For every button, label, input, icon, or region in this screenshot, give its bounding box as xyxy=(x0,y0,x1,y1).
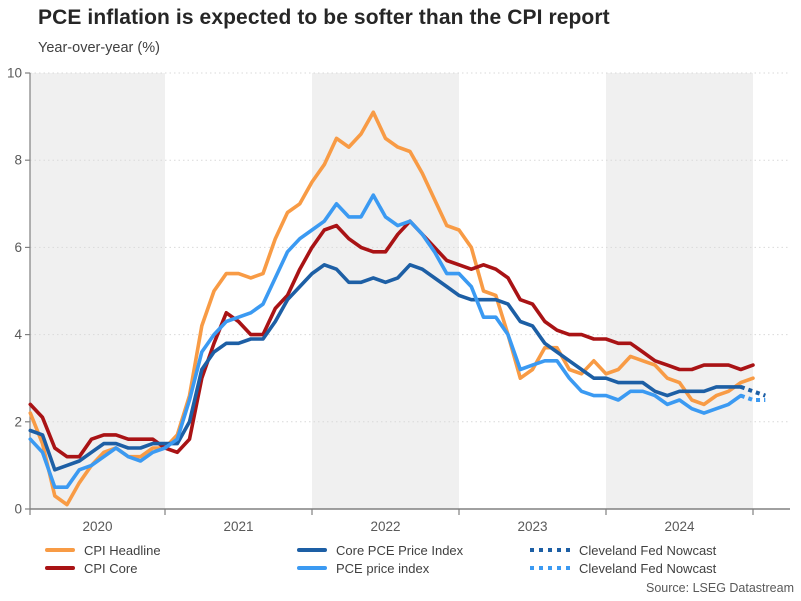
line-cpi-core-1 xyxy=(28,219,755,459)
legend-item: PCE price index xyxy=(297,559,530,577)
legend-item: CPI Core xyxy=(45,559,297,577)
y-tick-label: 6 xyxy=(14,240,22,255)
legend-item: Cleveland Fed Nowcast xyxy=(530,559,785,577)
year-band xyxy=(312,73,459,509)
x-year-label: 2022 xyxy=(370,519,400,534)
year-band xyxy=(606,73,753,509)
legend-dotted-swatch xyxy=(530,566,570,570)
legend-label: CPI Core xyxy=(84,560,138,576)
legend-line-swatch xyxy=(45,548,75,552)
x-year-label: 2023 xyxy=(517,519,547,534)
line-pce-price-index-3 xyxy=(28,193,743,490)
legend-item: Core PCE Price Index xyxy=(297,541,530,559)
legend-item: Cleveland Fed Nowcast xyxy=(530,541,785,559)
source-note: Source: LSEG Datastream xyxy=(646,581,794,595)
chart-subtitle: Year-over-year (%) xyxy=(38,40,160,56)
y-tick-label: 4 xyxy=(14,327,22,342)
y-tick-label: 0 xyxy=(14,502,22,517)
x-year-label: 2024 xyxy=(664,519,695,534)
x-year-label: 2021 xyxy=(223,519,253,534)
year-band xyxy=(30,73,165,509)
legend-line-swatch xyxy=(297,548,327,552)
y-tick-label: 10 xyxy=(7,66,22,81)
chart-title: PCE inflation is expected to be softer t… xyxy=(38,6,610,29)
legend-label: PCE price index xyxy=(336,560,430,576)
legend-item: CPI Headline xyxy=(45,541,297,559)
legend-line-swatch xyxy=(45,566,75,570)
legend-label: CPI Headline xyxy=(84,542,161,558)
legend-dotted-swatch xyxy=(530,548,570,552)
y-tick-label: 2 xyxy=(14,414,22,429)
legend: CPI Headline CPI Core Core PCE Price Index… xyxy=(45,541,785,577)
y-tick-label: 8 xyxy=(14,153,22,168)
line-core-pce-price-index-2 xyxy=(28,262,743,472)
legend-label: Cleveland Fed Nowcast xyxy=(579,542,717,558)
line-cpi-headline-0 xyxy=(28,110,755,507)
legend-label: Core PCE Price Index xyxy=(336,542,464,558)
legend-label: Cleveland Fed Nowcast xyxy=(579,560,717,576)
x-year-label: 2020 xyxy=(82,519,112,534)
legend-line-swatch xyxy=(297,566,327,570)
